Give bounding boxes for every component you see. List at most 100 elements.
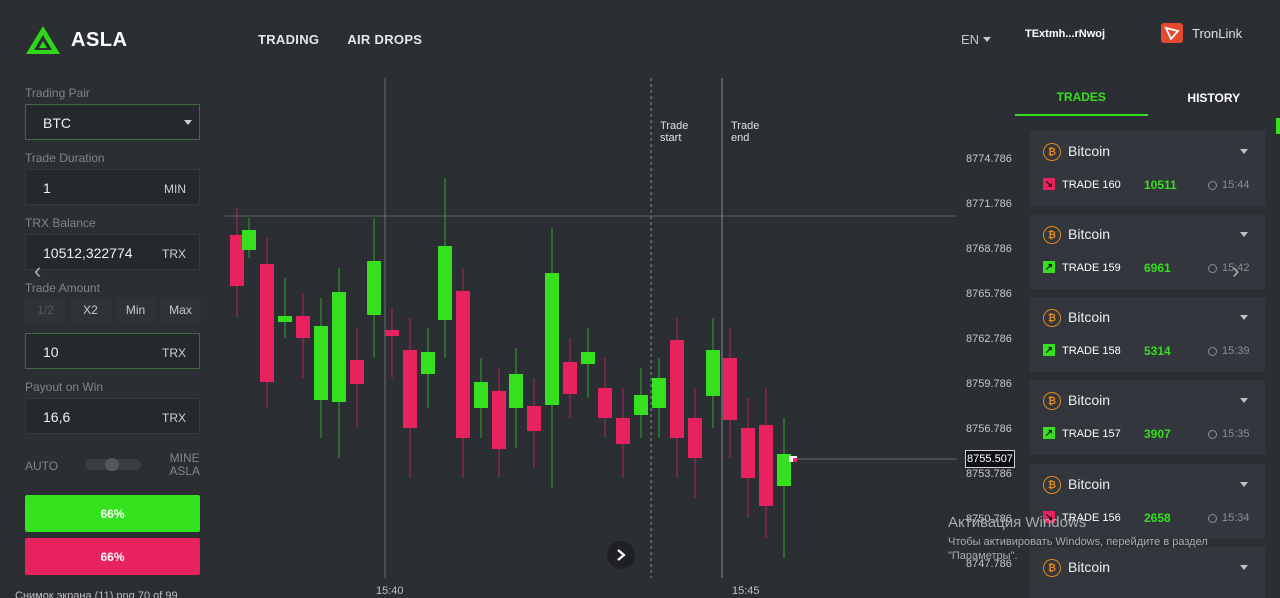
trade-amount-input[interactable]: 10 TRX [25,333,200,369]
watermark-line2: "Параметры". [948,550,1018,562]
price-tick: 8750.786 [966,513,1012,525]
trade-time: 15:39 [1208,345,1250,357]
trade-card[interactable]: ₿ Bitcoin [1030,547,1265,598]
current-price-marker: 8755.507 [965,450,1015,468]
candle-body [438,246,452,320]
tab-trades[interactable]: TRADES [1015,80,1148,116]
clock-icon [1208,513,1217,523]
trade-duration-value: 1 [43,180,51,196]
time-tick-1545: 15:45 [732,585,760,597]
trade-end-line2: end [731,132,750,144]
nav-air-drops[interactable]: AIR DROPS [347,32,423,47]
trade-card[interactable]: ₿ Bitcoin ↗ TRADE 159 6961 15:42 [1030,214,1265,289]
candle-body [634,395,648,415]
chevron-down-icon[interactable] [1240,482,1248,487]
logo[interactable]: ASLA [25,25,127,55]
scrollbar-thumb[interactable] [1276,118,1280,134]
payout-unit: TRX [162,411,186,425]
chevron-down-icon[interactable] [1240,315,1248,320]
trade-amount: 3907 [1144,427,1171,441]
bitcoin-icon: ₿ [1043,559,1061,577]
candle-body [777,454,791,486]
trade-card[interactable]: ₿ Bitcoin ↘ TRADE 156 2658 15:34 [1030,464,1265,539]
tronlink-wallet[interactable]: TronLink [1160,22,1242,44]
payout-value: 16,6 [43,409,71,425]
candlestick-chart[interactable] [225,78,957,598]
max-button[interactable]: Max [160,298,201,322]
nav-trading[interactable]: TRADING [258,32,320,47]
trade-amount-value: 10 [43,344,59,360]
candle-body [350,360,364,384]
chevron-down-icon[interactable] [1240,565,1248,570]
trade-start-label: Trade start [660,120,688,144]
trx-balance-value: 10512,322774 [43,245,133,261]
candle-body [403,350,417,428]
mode-switch-row: AUTO MINE ASLA [25,450,200,480]
bitcoin-icon: ₿ [1043,226,1061,244]
clock-icon [1208,180,1217,190]
trade-amount: 10511 [1144,178,1177,192]
prev-arrow-icon[interactable]: ‹ [34,258,42,283]
trade-time-value: 15:42 [1222,262,1250,274]
double-button[interactable]: X2 [70,298,111,322]
chevron-right-icon [617,549,626,561]
trade-card[interactable]: ₿ Bitcoin ↗ TRADE 158 5314 15:39 [1030,297,1265,372]
candle-body [230,235,244,286]
next-arrow-icon[interactable]: › [1232,258,1240,283]
toggle-knob [105,458,119,471]
trade-amount-label: Trade Amount [25,281,100,295]
mine-label-line1: MINE [169,451,200,465]
watermark-title: Активация Windows [948,514,1087,531]
auto-label: AUTO [25,459,59,473]
price-axis: 8774.786 8771.786 8768.786 8765.786 8762.786… [957,78,1015,598]
trade-card[interactable]: ₿ Bitcoin ↘ TRADE 160 10511 15:44 [1030,131,1265,206]
trade-card[interactable]: ₿ Bitcoin ↗ TRADE 157 3907 15:35 [1030,380,1265,455]
next-button[interactable] [607,541,635,569]
trx-balance-field: 10512,322774 TRX [25,234,200,270]
payout-label: Payout on Win [25,380,104,394]
candle-body [545,273,559,405]
price-tick: 8747.786 [966,558,1012,570]
language-select[interactable]: EN [961,32,992,47]
down-button[interactable]: 66% [25,538,200,575]
mode-toggle[interactable] [85,458,141,471]
chevron-down-icon[interactable] [1240,398,1248,403]
time-tick-1540: 15:40 [376,585,404,597]
current-candle-accent [793,458,797,462]
asla-logo-icon [26,26,60,54]
payout-field: 16,6 TRX [25,398,200,434]
tronlink-label: TronLink [1192,25,1243,41]
trade-start-line1: Trade [660,120,689,132]
trend-down-icon: ↘ [1043,511,1055,523]
clock-icon [1208,263,1217,273]
price-tick: 8762.786 [966,333,1012,345]
trade-label: TRADE 156 [1062,512,1121,524]
language-value: EN [961,32,980,47]
bitcoin-icon: ₿ [1043,309,1061,327]
up-button[interactable]: 66% [25,495,200,532]
mine-label-line2: ASLA [169,464,200,478]
watermark-line1: Чтобы активировать Windows, перейдите в … [948,536,1208,548]
min-button[interactable]: Min [115,298,156,322]
candle-body [581,352,595,364]
trading-pair-value: BTC [43,115,71,131]
price-tick: 8771.786 [966,198,1012,210]
trade-duration-input[interactable]: 1 MIN [25,169,200,205]
candle-body [421,352,435,374]
tab-history[interactable]: HISTORY [1187,91,1241,105]
chevron-down-icon[interactable] [1240,149,1248,154]
trade-time: 15:35 [1208,428,1250,440]
trading-pair-select[interactable]: BTC [25,104,200,140]
chevron-down-icon[interactable] [1240,232,1248,237]
trx-balance-unit: TRX [162,247,186,261]
candle-body [474,382,488,408]
price-tick: 8765.786 [966,288,1012,300]
half-button[interactable]: 1/2 [25,298,66,322]
trade-duration-label: Trade Duration [25,151,105,165]
bitcoin-icon: ₿ [1043,392,1061,410]
candle-body [670,340,684,438]
wallet-address[interactable]: TExtmh...rNwoj [1025,28,1106,40]
trade-label: TRADE 158 [1062,345,1121,357]
candle-body [706,350,720,396]
candle-body [527,406,541,431]
